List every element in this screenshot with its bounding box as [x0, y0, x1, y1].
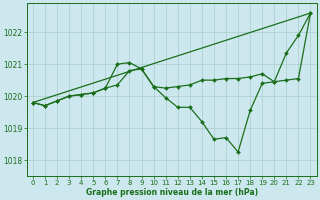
X-axis label: Graphe pression niveau de la mer (hPa): Graphe pression niveau de la mer (hPa): [86, 188, 258, 197]
